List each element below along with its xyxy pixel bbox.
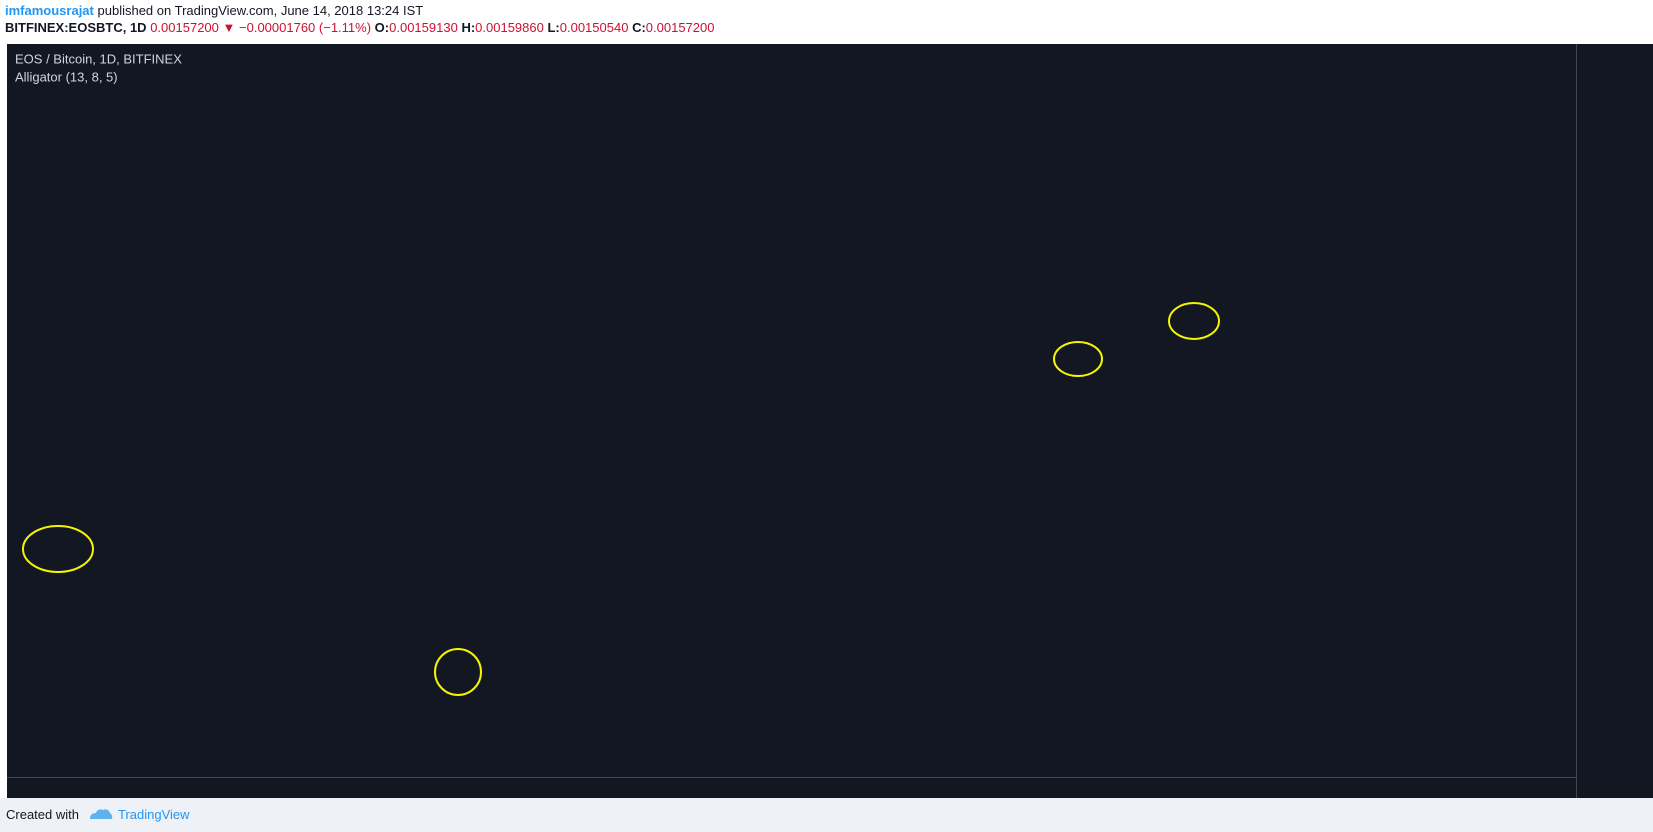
quote-line: BITFINEX:EOSBTC, 1D 0.00157200 ▼ −0.0000… [5, 19, 714, 36]
highlight-circles [22, 302, 1220, 696]
highlight-circle [1168, 302, 1220, 340]
ohlc-key: H: [461, 20, 476, 35]
ohlc: O:0.00159130 H:0.00159860 L:0.00150540 C… [375, 20, 715, 35]
indicator-label: Alligator (13, 8, 5) [15, 69, 118, 84]
symbol: BITFINEX:EOSBTC, 1D [5, 20, 147, 35]
footer: Created with TradingView [0, 798, 1653, 832]
chart-title: EOS / Bitcoin, 1D, BITFINEX [15, 51, 182, 66]
highlight-circle [22, 525, 94, 573]
change: −0.00001760 (−1.11%) [239, 20, 372, 35]
ohlc-key: L: [547, 20, 560, 35]
logo-cloud [90, 809, 113, 819]
created-with: Created with [6, 807, 79, 822]
ohlc-value: 0.00150540 [559, 20, 629, 35]
published: published on TradingView.com, June 14, 2… [97, 3, 424, 18]
ohlc-key: C: [632, 20, 646, 35]
change-arrow: ▼ [222, 20, 236, 35]
highlight-circle [434, 648, 482, 696]
ohlc-key: O: [374, 20, 390, 35]
highlight-circle [1053, 341, 1103, 377]
chart-background [7, 44, 1653, 798]
publish-line: imfamousrajat published on TradingView.c… [5, 2, 714, 19]
header: imfamousrajat published on TradingView.c… [5, 2, 714, 36]
ohlc-value: 0.00157200 [645, 20, 715, 35]
ohlc-value: 0.00159860 [475, 20, 544, 35]
brand[interactable]: TradingView [118, 807, 190, 822]
chart: EOS / Bitcoin, 1D, BITFINEX Alligator (1… [7, 44, 1653, 798]
ohlc-value: 0.00159130 [389, 20, 458, 35]
brand-logo [90, 809, 113, 819]
last-price: 0.00157200 [150, 20, 219, 35]
author[interactable]: imfamousrajat [5, 3, 94, 18]
